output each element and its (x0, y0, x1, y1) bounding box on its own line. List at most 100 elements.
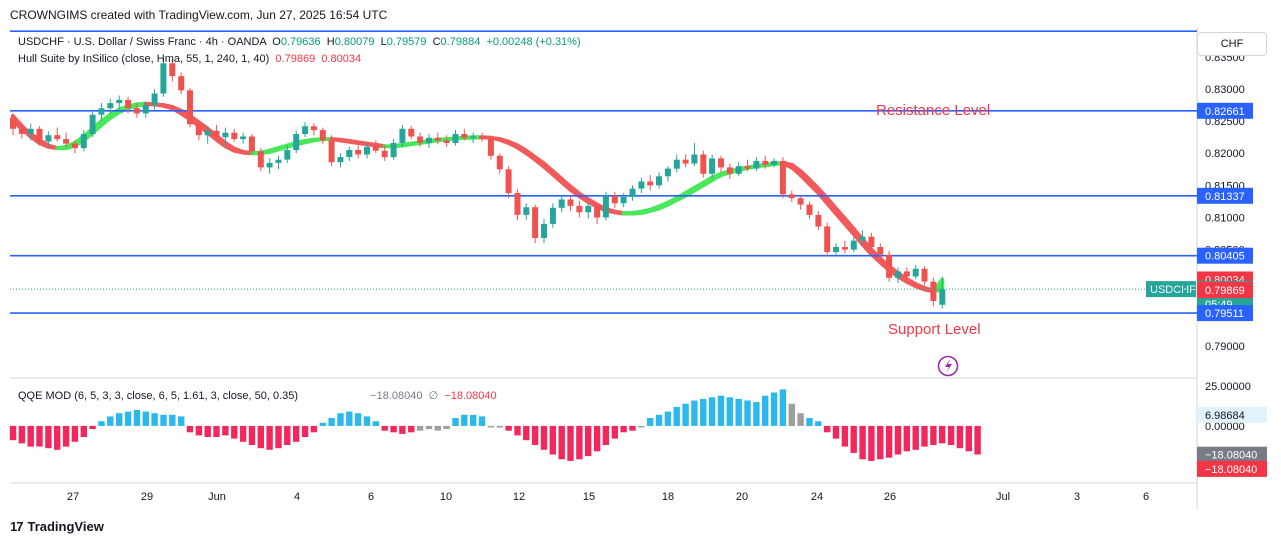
candle-body (638, 181, 645, 189)
candle-body (726, 167, 733, 174)
time-tick-label: 26 (884, 491, 896, 503)
price-tick-label: 0.79000 (1205, 341, 1245, 353)
qqe-bar (682, 403, 689, 426)
candle-body (390, 143, 397, 158)
candle-body (921, 268, 928, 282)
qqe-bar (930, 425, 937, 445)
time-tick-label: Jun (208, 491, 226, 503)
symbol-legend[interactable]: USDCHF · U.S. Dollar / Swiss Franc · 4h … (18, 36, 581, 48)
candle-body (841, 247, 848, 250)
level-tag: 0.79511 (1205, 308, 1244, 320)
qqe-bar (531, 425, 539, 445)
qqe-bar (416, 425, 424, 431)
candle-body (364, 146, 370, 155)
qqe-label[interactable]: QQE MOD (6, 5, 3, 3, close, 6, 5, 1.61, … (18, 390, 299, 402)
candle-body (806, 204, 813, 215)
qqe-bar (124, 411, 132, 426)
qqe-legend[interactable]: QQE MOD (6, 5, 3, 3, close, 6, 5, 1.61, … (18, 389, 497, 402)
qqe-bar (222, 425, 229, 436)
qqe-bar (89, 425, 96, 430)
open-value: 0.79636 (280, 36, 321, 48)
candle-body (443, 140, 450, 143)
qqe-bar (841, 425, 849, 447)
candle-body (886, 254, 893, 278)
price-tick-label: 0.83000 (1205, 84, 1245, 96)
qqe-bar (912, 425, 919, 450)
tradingview-logo[interactable]: 17 TradingView (10, 519, 104, 534)
candle-body (691, 154, 698, 164)
qqe-bar (947, 425, 955, 445)
candle-body (116, 99, 123, 104)
qqe-tag-negative: −18.08040 (1205, 464, 1257, 476)
candle-body (266, 162, 273, 168)
candle-body (629, 188, 636, 197)
price-axis[interactable]: 0.835000.830000.825000.820000.815000.810… (1146, 52, 1267, 477)
hull-label[interactable]: Hull Suite by InSilico (close, Hma, 55, … (18, 53, 270, 65)
qqe-bar (655, 414, 663, 426)
qqe-bar (700, 398, 707, 426)
qqe-bar (204, 425, 211, 437)
candle-body (417, 136, 424, 143)
change-value: +0.00248 (+0.31%) (486, 36, 581, 48)
level-tag-bg (1197, 187, 1253, 204)
candle-body (346, 150, 353, 158)
close-value: 0.79884 (440, 36, 481, 48)
level-tag: 0.82661 (1205, 106, 1245, 118)
qqe-bar (770, 392, 778, 426)
qqe-bar (708, 397, 716, 426)
time-tick-label: 20 (736, 491, 748, 503)
level-tag-bg (1197, 102, 1253, 119)
qqe-bar (638, 425, 645, 428)
qqe-bar (673, 406, 680, 426)
candle-body (169, 63, 176, 77)
horizontal-levels[interactable] (10, 30, 1197, 314)
qqe-bar (231, 425, 238, 439)
candle-body (833, 247, 839, 253)
candle-body (71, 143, 78, 149)
qqe-bar (664, 411, 672, 426)
time-tick-label: 18 (662, 491, 674, 503)
candle-body (302, 126, 309, 134)
symbol-name[interactable]: USDCHF · U.S. Dollar / Swiss Franc · 4h … (18, 36, 267, 48)
qqe-bar (593, 425, 601, 452)
qqe-bar (160, 414, 167, 426)
candle-body (80, 134, 87, 149)
candle-body (753, 160, 760, 169)
qqe-bar (965, 425, 972, 452)
candle-body (647, 181, 654, 186)
candle-body (434, 137, 441, 141)
qqe-bar (257, 425, 264, 449)
candle-body (895, 271, 901, 278)
candle-body (744, 166, 751, 169)
candle-body (762, 160, 769, 165)
candle-body (549, 207, 556, 224)
candle-body (930, 281, 937, 301)
symbol-tag: USDCHF (1150, 284, 1196, 296)
qqe-histogram (9, 389, 981, 461)
currency-button[interactable]: CHF (1197, 32, 1267, 56)
candle-body (319, 130, 326, 141)
hull-legend[interactable]: Hull Suite by InSilico (close, Hma, 55, … (18, 53, 361, 65)
qqe-bar (354, 413, 362, 426)
level-tag-bg (1197, 247, 1253, 264)
candle-body (877, 247, 884, 255)
qqe-tick-label: 0.00000 (1205, 421, 1245, 433)
qqe-bar (735, 398, 742, 426)
time-axis[interactable]: 27 29 Jun 4 6 10 12 15 18 20 24 26 Jul 3 6 (67, 491, 1149, 503)
candle-body (187, 90, 193, 125)
qqe-bar (788, 403, 795, 426)
qqe-bar (9, 425, 17, 441)
qqe-bar (133, 410, 141, 426)
candle-body (532, 207, 539, 238)
qqe-bar (576, 425, 583, 460)
qqe-bar (151, 413, 158, 426)
candle-body (54, 135, 61, 140)
qqe-bar (452, 418, 459, 426)
qqe-bar (753, 402, 760, 426)
qqe-bar (726, 397, 733, 426)
alert-clock-icon[interactable] (937, 355, 959, 377)
candle-body (505, 169, 512, 194)
qqe-bar (496, 425, 503, 428)
